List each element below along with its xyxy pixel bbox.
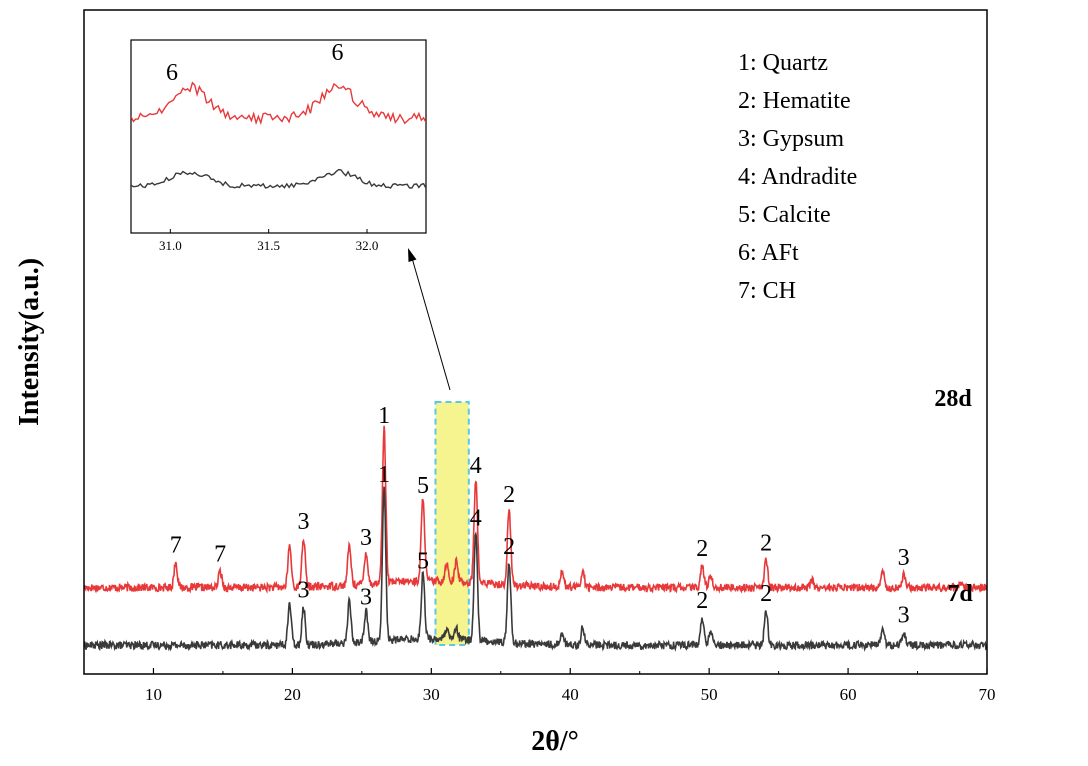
- plot-frame: [83, 9, 988, 675]
- inset-line-28d: [131, 81, 426, 126]
- peak-label: 5: [417, 549, 429, 575]
- series-line-7d: [84, 486, 987, 652]
- peak-label: 7: [170, 532, 182, 558]
- inset-x-tick-label: 32.0: [356, 238, 379, 253]
- peak-label: 1: [378, 403, 390, 429]
- peak-label: 4: [470, 505, 482, 531]
- peak-label: 3: [898, 545, 910, 571]
- legend-entry: 2: Hematite: [738, 88, 851, 114]
- inset-x-tick-label: 31.0: [159, 238, 182, 253]
- peak-label: 1: [378, 462, 390, 488]
- peak-label: 2: [696, 588, 708, 614]
- inset-line-7d: [131, 168, 426, 189]
- inset-x-tick-label: 31.5: [257, 238, 280, 253]
- arrow-head-icon: [408, 248, 417, 262]
- peak-label: 2: [503, 482, 515, 508]
- x-tick-label: 10: [145, 685, 162, 704]
- peak-label: 2: [503, 534, 515, 560]
- x-axis: 10 20 30 40 50 60 70: [83, 668, 996, 704]
- legend-entry: 4: Andradite: [738, 164, 857, 190]
- legend-entry: 3: Gypsum: [738, 126, 844, 152]
- x-tick-label: 60: [840, 685, 857, 704]
- peak-label: 7: [214, 541, 226, 567]
- peak-label: 2: [760, 531, 772, 557]
- peak-label: 2: [696, 536, 708, 562]
- inset-curves: [131, 81, 426, 189]
- peak-label: 3: [360, 585, 372, 611]
- peak-label: 2: [760, 581, 772, 607]
- x-axis-title: 2θ/°: [531, 726, 579, 757]
- zoom-arrow: [408, 248, 451, 391]
- series-line-28d: [84, 425, 987, 595]
- peak-label: 4: [470, 453, 482, 479]
- x-tick-label: 50: [701, 685, 718, 704]
- series-curves: [84, 425, 987, 652]
- legend-entry: 6: AFt: [738, 240, 799, 266]
- x-tick-label: 40: [562, 685, 579, 704]
- x-tick-label: 20: [284, 685, 301, 704]
- legend-entry: 1: Quartz: [738, 50, 828, 76]
- x-tick-label: 70: [979, 685, 996, 704]
- highlight-box: [434, 401, 470, 646]
- peak-label: 3: [297, 577, 309, 603]
- inset-peak-label: 6: [166, 60, 178, 86]
- x-tick-label: 30: [423, 685, 440, 704]
- series-label-28d: 28d: [934, 386, 972, 412]
- series-label-7d: 7d: [947, 581, 973, 607]
- legend-entry: 5: Calcite: [738, 202, 831, 228]
- peak-label: 3: [360, 525, 372, 551]
- highlight-rect: [434, 401, 470, 646]
- inset-peak-labels: 66: [166, 40, 344, 86]
- legend-entry: 7: CH: [738, 278, 796, 304]
- legend: 1: Quartz 2: Hematite 3: Gypsum 4: Andradit…: [738, 50, 857, 304]
- y-axis-title: Intensity(a.u.): [14, 258, 45, 426]
- inset-frame: [130, 39, 427, 234]
- peak-label: 3: [297, 509, 309, 535]
- peak-label: 3: [898, 603, 910, 629]
- inset-x-axis: 31.0 31.5 32.0: [159, 229, 378, 253]
- peak-label: 5: [417, 473, 429, 499]
- inset-peak-label: 6: [332, 40, 344, 66]
- inset-zoom: 31.0 31.5 32.0 66: [130, 39, 427, 253]
